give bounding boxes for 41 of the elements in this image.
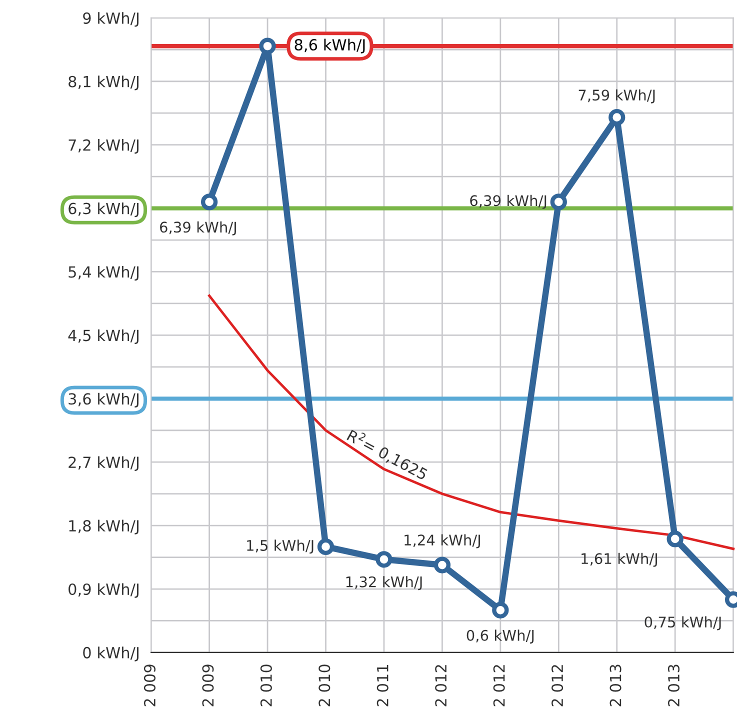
point <box>259 38 276 54</box>
y-tick-label: 3,6 kWh/J <box>68 392 138 408</box>
data-label: 0,6 kWh/J <box>466 630 534 644</box>
x-tick-label: 2 012 <box>435 665 447 706</box>
y-tick-label: 8,1 kWh/J <box>68 76 138 90</box>
x-tick-label: 2 010 <box>318 664 330 706</box>
data-label: 1,5 kWh/J <box>247 540 314 554</box>
point <box>317 538 334 556</box>
point <box>200 194 218 210</box>
x-tick-label: 2 012 <box>493 665 505 706</box>
point <box>376 551 392 568</box>
y-tick-label: 4,5 kWh/J <box>68 329 138 344</box>
data-label: 6,39 kWh/J <box>470 194 546 209</box>
y-tick-label: 1,8 kWh/J <box>69 520 138 534</box>
data-label: 7,59 kWh/J <box>578 89 655 104</box>
y-tick-label: 5,4 kWh/J <box>68 266 138 281</box>
x-tick-label: 2 013 <box>668 664 680 706</box>
point <box>608 109 626 126</box>
x-tick-label: 2 012 <box>552 665 564 706</box>
point <box>666 530 684 548</box>
x-tick-label: 2 011 <box>376 664 388 706</box>
data-label: 1,61 kWh/J <box>582 552 657 567</box>
ref-line-label: 8,6 kWh/J <box>294 38 365 54</box>
annotation: R$^{2}$= 0,1625 <box>346 427 430 482</box>
point <box>434 556 451 574</box>
x-tick-label: 2 009 <box>144 664 156 706</box>
data-label: 1,24 kWh/J <box>404 534 480 548</box>
y-tick-label: 0,9 kWh/J <box>68 583 138 598</box>
x-tick-label: 2 009 <box>202 664 214 706</box>
y-tick-label: 7,2 kWh/J <box>68 139 138 154</box>
point <box>492 602 509 618</box>
y-tick-label: 2,7 kWh/J <box>68 456 138 471</box>
y-tick-label: 0 kWh/J <box>83 646 138 662</box>
data-label: 0,75 kWh/J <box>644 616 721 630</box>
x-tick-label: 2 013 <box>610 664 622 706</box>
y-tick-label: 6,3 kWh/J <box>68 202 138 218</box>
y-tick-label: 9 kWh/J <box>83 12 138 27</box>
data-label: 1,32 kWh/J <box>346 576 422 590</box>
x-tick-label: 2 010 <box>260 664 272 706</box>
data-label: 6,39 kWh/J <box>160 221 236 236</box>
point <box>550 194 567 210</box>
